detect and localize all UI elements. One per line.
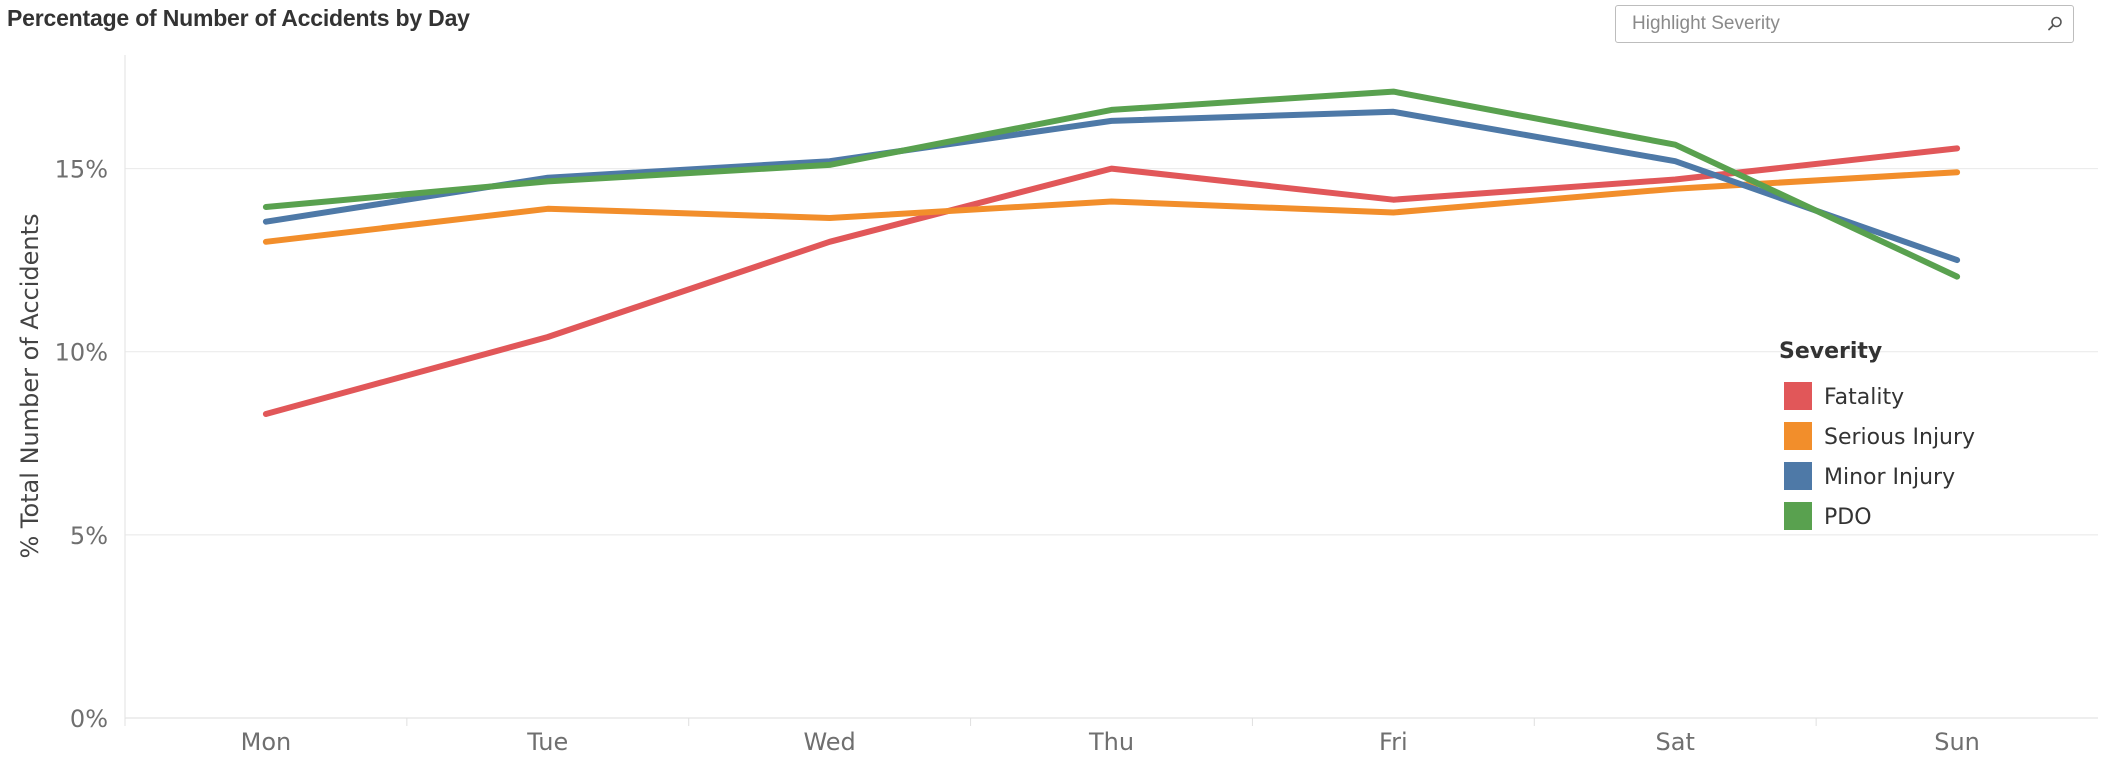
x-tick-label: Sun (1934, 728, 1980, 756)
x-tick-label: Sat (1656, 728, 1695, 756)
y-tick-label: 15% (55, 156, 108, 184)
x-tick-label: Mon (241, 728, 292, 756)
legend-swatch[interactable] (1784, 382, 1812, 410)
highlight-severity-input[interactable] (1616, 6, 2042, 41)
y-tick-label: 0% (70, 705, 108, 733)
x-tick-label: Tue (526, 728, 568, 756)
series-line-minor-injury[interactable] (262, 108, 1961, 264)
legend-title: Severity (1779, 339, 1882, 364)
chart-title: Percentage of Number of Accidents by Day (7, 5, 470, 31)
y-tick-label: 5% (70, 522, 108, 550)
x-tick-label: Fri (1379, 728, 1408, 756)
legend-label[interactable]: Minor Injury (1824, 465, 1955, 490)
legend-swatch[interactable] (1784, 502, 1812, 530)
series-lines (262, 88, 1961, 417)
legend-swatch[interactable] (1784, 462, 1812, 490)
x-tick-label: Wed (803, 728, 855, 756)
series-line-pdo[interactable] (262, 88, 1961, 280)
series-line-serious-injury[interactable] (262, 169, 1961, 245)
search-icon[interactable] (2045, 14, 2065, 34)
legend-label[interactable]: PDO (1824, 505, 1872, 530)
legend-label[interactable]: Fatality (1824, 385, 1904, 410)
highlight-severity-search[interactable] (1615, 5, 2074, 43)
y-axis-title: % Total Number of Accidents (16, 213, 44, 558)
axes: 0% 5% 10% 15% Mon Tue Wed Thu Fri Sat Sun % Total N… (16, 55, 2098, 756)
legend-swatch[interactable] (1784, 422, 1812, 450)
y-tick-label: 10% (55, 339, 108, 367)
x-tick-label: Thu (1088, 728, 1134, 756)
legend[interactable]: Severity Fatality Serious Injury Minor Inju… (1779, 339, 1975, 530)
series-line-fatality[interactable] (262, 145, 1961, 417)
legend-label[interactable]: Serious Injury (1824, 425, 1975, 450)
